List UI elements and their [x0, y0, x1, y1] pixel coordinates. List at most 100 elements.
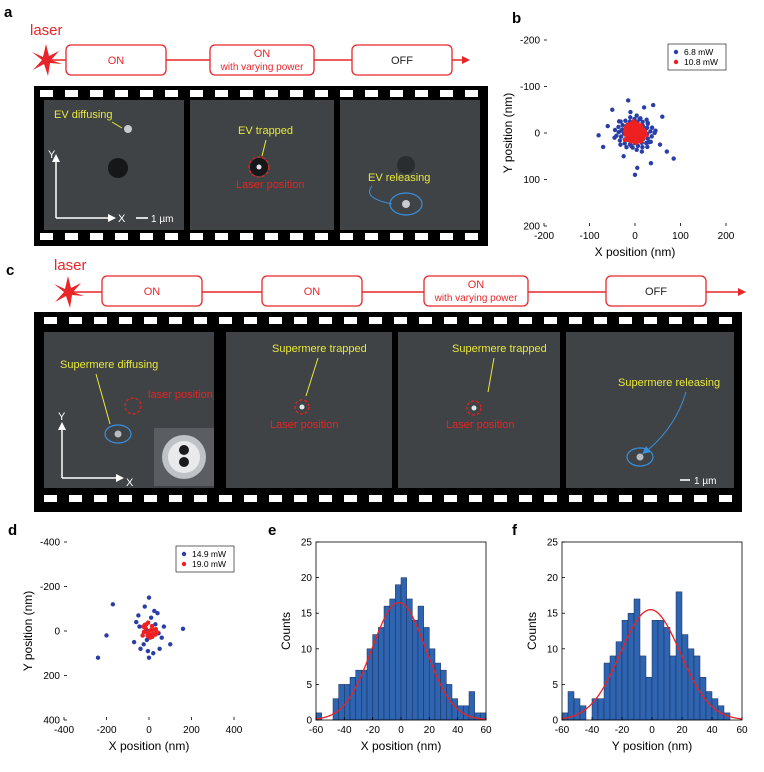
y-tick-label: 400 — [43, 716, 60, 727]
data-point — [641, 105, 647, 110]
data-point — [149, 623, 155, 629]
data-point — [180, 626, 186, 631]
histogram-bar — [687, 648, 695, 721]
sprocket-hole — [115, 90, 128, 97]
sprocket-hole — [694, 495, 707, 502]
histogram-bar — [423, 627, 430, 721]
sprocket-hole — [119, 495, 132, 502]
data-point — [148, 615, 154, 620]
sprocket-hole — [569, 495, 582, 502]
data-point — [635, 143, 641, 149]
x-tick-label: 200 — [183, 725, 200, 736]
x-tick-label: 60 — [480, 725, 492, 736]
sprocket-hole — [240, 90, 253, 97]
panel-a-figure: laser ON ON with varying power OFF EV di… — [30, 22, 488, 246]
state-box-on-2 — [261, 275, 363, 307]
y-tick-label: 5 — [306, 680, 312, 691]
sprocket-hole — [444, 495, 457, 502]
sprocket-hole — [269, 317, 282, 324]
histogram-bar — [627, 612, 635, 721]
x-tick-label: 0 — [632, 231, 638, 242]
data-point — [638, 123, 644, 128]
data-point — [616, 124, 621, 130]
panel-c-figure: laser ON ON ON with varying power OFF Su… — [34, 257, 746, 512]
x-tick-label: 40 — [452, 725, 464, 736]
sprocket-hole — [444, 317, 457, 324]
data-point — [618, 142, 623, 147]
legend-marker — [673, 59, 679, 65]
data-point — [644, 140, 649, 146]
legend-label: 14.9 mW — [192, 549, 226, 559]
histogram-bar — [417, 605, 424, 721]
y-axis-label: Y position (nm) — [21, 591, 35, 671]
data-point — [136, 613, 141, 618]
data-point — [623, 132, 628, 137]
histogram-chart-f: -60 -40 -20 0 20 40 60 0 5 10 15 20 25 Y position (nm… — [525, 538, 748, 754]
sprocket-hole — [365, 233, 378, 240]
x-tick-label: 60 — [736, 725, 748, 736]
data-point — [618, 119, 623, 124]
panel-label-d: d — [8, 522, 18, 539]
sprocket-hole — [190, 233, 203, 240]
legend-label: 19.0 mW — [192, 559, 226, 569]
laser-label: laser — [54, 257, 87, 274]
legend-label: 10.8 mW — [684, 57, 718, 67]
data-point — [616, 130, 621, 135]
histogram-bar — [463, 705, 470, 721]
state-box-on-varying — [209, 44, 315, 76]
state-box-on-varying — [423, 275, 529, 307]
data-point — [649, 134, 654, 139]
data-point — [146, 655, 152, 660]
data-point — [618, 134, 624, 139]
data-point — [635, 165, 640, 171]
y-tick-label: 0 — [306, 716, 312, 727]
sprocket-hole — [519, 317, 532, 324]
ev-trapped-label: EV trapped — [238, 125, 293, 137]
data-point — [110, 602, 116, 607]
data-point — [137, 624, 142, 629]
sprocket-hole — [90, 90, 103, 97]
data-point — [600, 144, 606, 150]
data-point — [146, 631, 152, 637]
y-tick-label: 200 — [43, 671, 60, 682]
y-tick-label: 15 — [301, 609, 313, 620]
state-label-on-3: ON — [468, 279, 485, 291]
sprocket-hole — [40, 90, 53, 97]
data-point — [157, 646, 162, 651]
data-point — [644, 117, 649, 122]
data-point — [642, 130, 648, 136]
sprocket-hole — [219, 495, 232, 502]
sprocket-hole — [390, 233, 403, 240]
data-point — [625, 98, 631, 103]
data-point — [625, 124, 631, 129]
sprocket-hole — [40, 233, 53, 240]
panel-label-c: c — [6, 262, 15, 279]
data-point — [630, 145, 635, 150]
sprocket-hole — [619, 317, 632, 324]
data-point — [649, 125, 655, 130]
data-point — [142, 622, 147, 627]
data-point — [617, 138, 623, 143]
sprocket-hole — [544, 495, 557, 502]
sprocket-hole — [394, 495, 407, 502]
y-tick-label: -100 — [520, 82, 540, 93]
x-tick-label: 0 — [398, 725, 404, 736]
sprocket-hole — [69, 317, 82, 324]
sprocket-hole — [594, 317, 607, 324]
supermere-release-circle — [626, 447, 654, 467]
laser-position-circle-c3 — [466, 400, 482, 416]
sprocket-hole — [140, 90, 153, 97]
sprocket-hole — [644, 317, 657, 324]
filmstrip-c: Supermere diffusing laser position X Y S… — [34, 312, 742, 512]
sprocket-hole — [244, 317, 257, 324]
state-label-on-1: ON — [144, 286, 161, 298]
sprocket-hole — [65, 90, 78, 97]
histogram-bar — [621, 620, 629, 721]
sprocket-hole — [190, 90, 203, 97]
data-point — [620, 122, 625, 128]
sprocket-hole — [290, 90, 303, 97]
gaussian-fit-line — [315, 601, 487, 721]
data-point — [154, 630, 160, 635]
sprocket-hole — [594, 495, 607, 502]
sprocket-hole — [319, 317, 332, 324]
